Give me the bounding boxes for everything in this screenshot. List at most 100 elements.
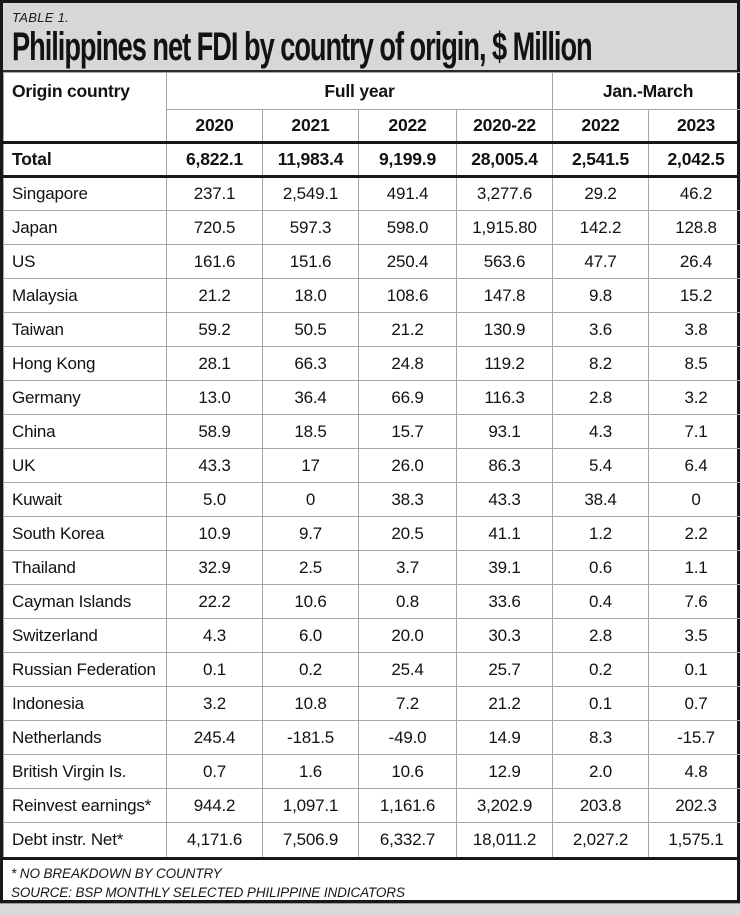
- cell-value: 1.2: [552, 516, 649, 551]
- col-header-2022-full: 2022: [358, 109, 457, 144]
- row-label: Switzerland: [3, 618, 167, 653]
- cell-value: 0.2: [262, 652, 359, 687]
- footnotes: * NO BREAKDOWN BY COUNTRY SOURCE: BSP MO…: [3, 856, 737, 903]
- cell-value: 66.3: [262, 346, 359, 381]
- cell-value: 18,011.2: [456, 822, 553, 857]
- cell-value: 3.2: [647, 380, 740, 415]
- page-title-wrap: Philippines net FDI by country of origin…: [12, 27, 728, 67]
- col-header-2022-q1: 2022: [552, 109, 649, 144]
- cell-value: 28.1: [166, 346, 263, 381]
- cell-value: 202.3: [647, 788, 740, 823]
- cell-value: 18.5: [262, 414, 359, 449]
- cell-value: 66.9: [358, 380, 457, 415]
- cell-value: 0.4: [552, 584, 649, 619]
- cell-value: 9.7: [262, 516, 359, 551]
- cell-value: 151.6: [262, 244, 359, 279]
- cell-value: 25.7: [456, 652, 553, 687]
- cell-value: 47.7: [552, 244, 649, 279]
- cell-value: 5.0: [166, 482, 263, 517]
- cell-value: 2.2: [647, 516, 740, 551]
- table-row: British Virgin Is. 0.7 1.6 10.6 12.9 2.0 4.8: [3, 754, 740, 789]
- row-label: Kuwait: [3, 482, 167, 517]
- cell-value: 597.3: [262, 210, 359, 245]
- cell-value: 93.1: [456, 414, 553, 449]
- table-row: Total 6,822.1 11,983.4 9,199.9 28,005.4 2,541…: [3, 141, 740, 178]
- row-label: China: [3, 414, 167, 449]
- cell-value: 9.8: [552, 278, 649, 313]
- table-row: Malaysia 21.2 18.0 108.6 147.8 9.8 15.2: [3, 278, 740, 313]
- cell-value: 43.3: [166, 448, 263, 483]
- row-label: British Virgin Is.: [3, 754, 167, 789]
- cell-value: 0.7: [166, 754, 263, 789]
- bottom-edge-strip: [0, 903, 740, 915]
- cell-value: 7.1: [647, 414, 740, 449]
- table-row: Hong Kong 28.1 66.3 24.8 119.2 8.2 8.5: [3, 346, 740, 381]
- table-row: Netherlands 245.4 -181.5 -49.0 14.9 8.3 -15.7: [3, 720, 740, 755]
- col-header-2023-q1: 2023: [647, 109, 740, 144]
- cell-value: 147.8: [456, 278, 553, 313]
- cell-value: 0: [262, 482, 359, 517]
- table-row: Switzerland 4.3 6.0 20.0 30.3 2.8 3.5: [3, 618, 740, 653]
- cell-value: 203.8: [552, 788, 649, 823]
- cell-value: 1.6: [262, 754, 359, 789]
- cell-value: 4.3: [166, 618, 263, 653]
- table-row: Japan 720.5 597.3 598.0 1,915.80 142.2 128.8: [3, 210, 740, 245]
- row-label: Total: [3, 141, 167, 178]
- row-label: Malaysia: [3, 278, 167, 313]
- cell-value: 38.3: [358, 482, 457, 517]
- row-label: Thailand: [3, 550, 167, 585]
- cell-value: 14.9: [456, 720, 553, 755]
- cell-value: 4.3: [552, 414, 649, 449]
- table-body: Total 6,822.1 11,983.4 9,199.9 28,005.4 2,541…: [3, 141, 740, 857]
- cell-value: 4,171.6: [166, 822, 263, 857]
- table-header: Origin country Full year Jan.-March 2020…: [3, 72, 740, 144]
- row-label: Debt instr. Net*: [3, 822, 167, 857]
- table-number-label: TABLE 1.: [12, 10, 70, 25]
- cell-value: 2,549.1: [262, 176, 359, 211]
- cell-value: 21.2: [358, 312, 457, 347]
- cell-value: 3.5: [647, 618, 740, 653]
- table-row: Singapore 237.1 2,549.1 491.4 3,277.6 29.2 46.…: [3, 176, 740, 211]
- title-band: TABLE 1. Philippines net FDI by country …: [3, 3, 737, 72]
- cell-value: 41.1: [456, 516, 553, 551]
- cell-value: 10.8: [262, 686, 359, 721]
- row-label: Indonesia: [3, 686, 167, 721]
- cell-value: 6.0: [262, 618, 359, 653]
- table-row: Cayman Islands 22.2 10.6 0.8 33.6 0.4 7.6: [3, 584, 740, 619]
- cell-value: 39.1: [456, 550, 553, 585]
- cell-value: 3,202.9: [456, 788, 553, 823]
- cell-value: 108.6: [358, 278, 457, 313]
- cell-value: 598.0: [358, 210, 457, 245]
- cell-value: 1,575.1: [647, 822, 740, 857]
- table-row: US 161.6 151.6 250.4 563.6 47.7 26.4: [3, 244, 740, 279]
- cell-value: 2,027.2: [552, 822, 649, 857]
- cell-value: 250.4: [358, 244, 457, 279]
- cell-value: 11,983.4: [262, 141, 359, 178]
- cell-value: 119.2: [456, 346, 553, 381]
- row-label: Reinvest earnings*: [3, 788, 167, 823]
- cell-value: 161.6: [166, 244, 263, 279]
- cell-value: 12.9: [456, 754, 553, 789]
- cell-value: 0.1: [166, 652, 263, 687]
- cell-value: 20.0: [358, 618, 457, 653]
- table-row: South Korea 10.9 9.7 20.5 41.1 1.2 2.2: [3, 516, 740, 551]
- cell-value: 38.4: [552, 482, 649, 517]
- cell-value: -15.7: [647, 720, 740, 755]
- cell-value: 13.0: [166, 380, 263, 415]
- cell-value: 2.8: [552, 380, 649, 415]
- row-label: Singapore: [3, 176, 167, 211]
- header-years-row: 2020 2021 2022 2020-22 2022 2023: [4, 109, 740, 144]
- cell-value: 21.2: [456, 686, 553, 721]
- cell-value: 6,332.7: [358, 822, 457, 857]
- col-group-full-year: Full year: [166, 72, 553, 110]
- cell-value: 7.6: [647, 584, 740, 619]
- cell-value: 3.8: [647, 312, 740, 347]
- cell-value: 245.4: [166, 720, 263, 755]
- cell-value: 2.0: [552, 754, 649, 789]
- cell-value: 0.8: [358, 584, 457, 619]
- cell-value: 10.6: [358, 754, 457, 789]
- cell-value: 17: [262, 448, 359, 483]
- cell-value: 26.4: [647, 244, 740, 279]
- cell-value: 3.2: [166, 686, 263, 721]
